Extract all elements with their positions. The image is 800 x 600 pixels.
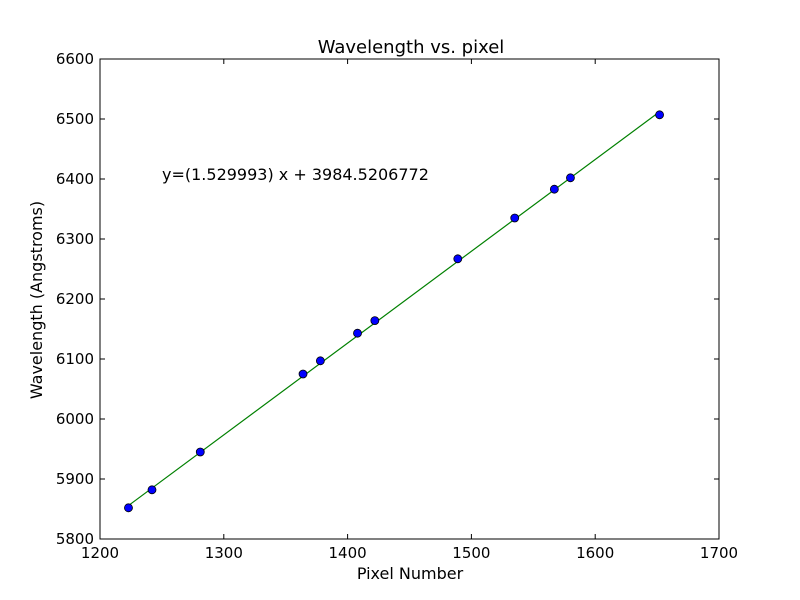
- data-point: [353, 328, 362, 338]
- y-tick-label: 6400: [56, 170, 94, 188]
- data-point: [195, 447, 205, 457]
- x-tick-label: 1600: [576, 544, 614, 562]
- y-tick-label: 6100: [56, 350, 94, 368]
- x-tick-label: 1200: [81, 544, 119, 562]
- y-tick-label: 6500: [56, 110, 94, 128]
- data-point: [549, 184, 559, 194]
- x-tick-label: 1400: [329, 544, 367, 562]
- plot-frame: [99, 58, 720, 540]
- chart-title: Wavelength vs. pixel: [318, 37, 505, 58]
- data-point: [298, 369, 308, 379]
- fit-equation-annotation: y=(1.529993) x + 3984.5206772: [162, 165, 429, 184]
- y-tick-label: 6200: [56, 290, 94, 308]
- y-tick-label: 5900: [56, 470, 94, 488]
- data-point: [147, 485, 157, 495]
- y-axis-label: Wavelength (Angstroms): [27, 201, 46, 399]
- data-point: [655, 110, 664, 120]
- x-tick-label: 1500: [452, 544, 490, 562]
- y-tick-label: 6300: [56, 230, 94, 248]
- y-tick-label: 6000: [56, 410, 94, 428]
- data-point: [453, 254, 463, 264]
- x-tick-label: 1700: [700, 544, 738, 562]
- x-tick-label: 1300: [205, 544, 243, 562]
- data-point: [510, 213, 520, 223]
- data-point: [566, 173, 575, 183]
- data-point: [124, 503, 133, 513]
- y-tick-label: 5800: [56, 530, 94, 548]
- data-point: [315, 356, 325, 366]
- y-tick-label: 6600: [56, 50, 94, 68]
- x-axis-label: Pixel Number: [357, 564, 464, 583]
- data-point: [370, 316, 380, 326]
